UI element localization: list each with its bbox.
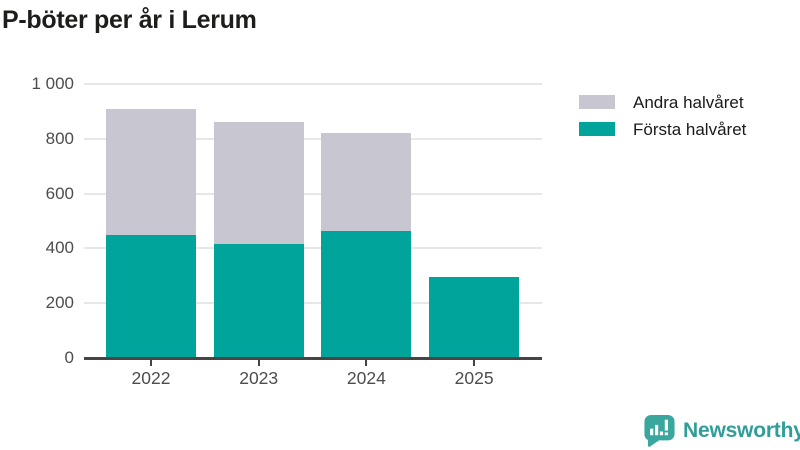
gridline-600: [84, 192, 542, 195]
legend-item-f-rsta-halv-ret: Första halvåret: [579, 119, 747, 139]
x-axis-tick-2022: [150, 359, 152, 366]
x-axis-label-2023: 2023: [239, 368, 279, 388]
plot-area: 0 200 400 600 800 1 000 2022 2023 2024 2025: [31, 74, 542, 388]
x-axis-tick-2025: [473, 359, 476, 366]
y-axis-tick-label: 1 000: [31, 74, 74, 93]
newsworthy-chart-bubble-icon: [644, 415, 675, 447]
x-axis-tick-2024: [365, 359, 368, 366]
y-axis-tick-label: 0: [64, 348, 74, 367]
x-axis-label-2024: 2024: [346, 368, 386, 388]
legend-item-andra-halv-ret: Andra halvåret: [579, 92, 746, 112]
y-axis-tick-label: 800: [45, 128, 74, 148]
y-axis-tick-label: 600: [45, 183, 74, 203]
bar-segment-f-rsta-halv-ret-2025: [429, 277, 520, 358]
gridline-400: [84, 247, 542, 250]
x-axis-label-2022: 2022: [131, 368, 171, 388]
y-axis-tick-label: 200: [45, 293, 74, 313]
newsworthy-logo: Newsworthy: [644, 415, 800, 447]
y-axis-tick-label: 400: [45, 238, 74, 258]
bar-segment-andra-halv-ret-2023: [213, 122, 304, 245]
legend-label-f-rsta-halv-ret: Första halvåret: [633, 119, 747, 139]
gridline-1000: [84, 83, 542, 85]
bar-segment-andra-halv-ret-2024: [321, 133, 412, 231]
newsworthy-wordmark: Newsworthy: [683, 419, 800, 442]
bar-segment-f-rsta-halv-ret-2023: [213, 244, 304, 358]
gridline-800: [84, 137, 542, 140]
legend: Andra halvåret Första halvåret: [579, 92, 747, 149]
bar-segment-f-rsta-halv-ret-2022: [106, 234, 196, 358]
x-axis-tick-2023: [257, 359, 260, 366]
x-axis-line: [84, 357, 542, 360]
bar-segment-f-rsta-halv-ret-2024: [321, 230, 412, 358]
gridline-200: [84, 302, 542, 305]
x-axis-label-2025: 2025: [454, 368, 494, 388]
bar-segment-andra-halv-ret-2022: [106, 108, 196, 235]
chart-title: P-böter per år i Lerum: [2, 6, 257, 34]
legend-swatch-f-rsta-halv-ret: [579, 122, 615, 136]
legend-label-andra-halv-ret: Andra halvåret: [633, 92, 744, 112]
legend-swatch-andra-halv-ret: [579, 95, 615, 109]
